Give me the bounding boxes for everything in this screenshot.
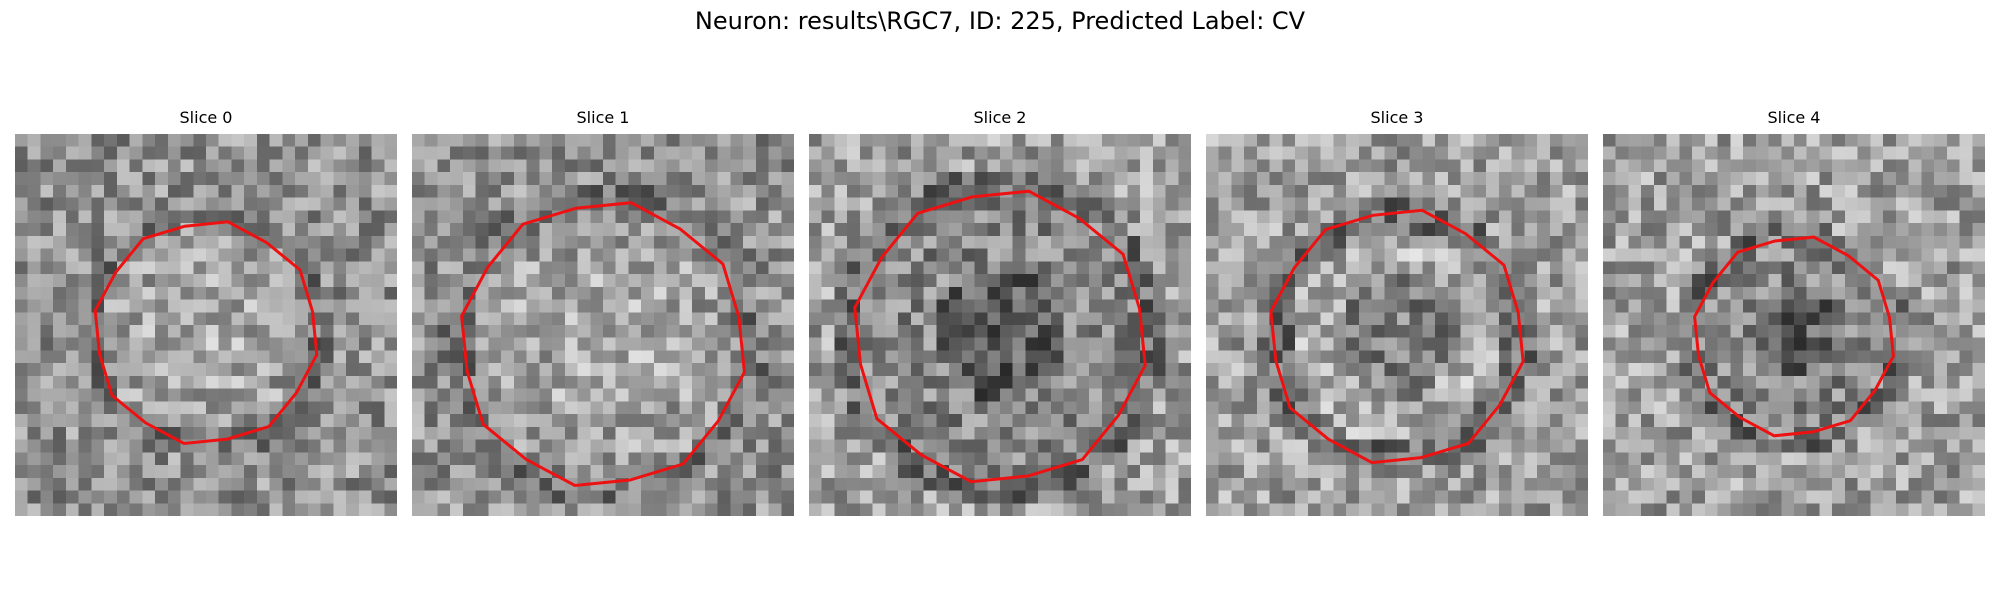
slice-title-1: Slice 1 xyxy=(576,108,630,127)
slice-contour-1 xyxy=(460,201,746,488)
slice-pixels-4 xyxy=(1603,134,1985,516)
slice-title-3: Slice 3 xyxy=(1370,108,1424,127)
slice-pixels-1 xyxy=(412,134,794,516)
slice-title-0: Slice 0 xyxy=(179,108,233,127)
roi-contour-1 xyxy=(460,201,746,488)
slice-title-4: Slice 4 xyxy=(1767,108,1821,127)
slice-contour-3 xyxy=(1269,208,1525,465)
slice-contour-4 xyxy=(1693,235,1895,438)
slice-contour-2 xyxy=(853,189,1147,484)
slice-image-4 xyxy=(1603,134,1985,516)
slice-panel-2: Slice 2 xyxy=(809,108,1191,516)
slice-panel-1: Slice 1 xyxy=(412,108,794,516)
figure-title: Neuron: results\RGC7, ID: 225, Predicted… xyxy=(694,7,1306,35)
slice-image-1 xyxy=(412,134,794,516)
roi-contour-2 xyxy=(853,189,1147,484)
slice-contour-0 xyxy=(93,220,319,446)
slice-image-3 xyxy=(1206,134,1588,516)
slice-image-2 xyxy=(809,134,1191,516)
roi-contour-3 xyxy=(1269,208,1525,465)
roi-contour-0 xyxy=(93,220,319,446)
slice-panel-0: Slice 0 xyxy=(15,108,397,516)
slice-title-2: Slice 2 xyxy=(973,108,1027,127)
slice-panel-4: Slice 4 xyxy=(1603,108,1985,516)
slice-pixels-0 xyxy=(15,134,397,516)
slice-image-0 xyxy=(15,134,397,516)
slice-panel-3: Slice 3 xyxy=(1206,108,1588,516)
slice-pixels-2 xyxy=(809,134,1191,516)
slice-pixels-3 xyxy=(1206,134,1588,516)
roi-contour-4 xyxy=(1693,235,1895,438)
